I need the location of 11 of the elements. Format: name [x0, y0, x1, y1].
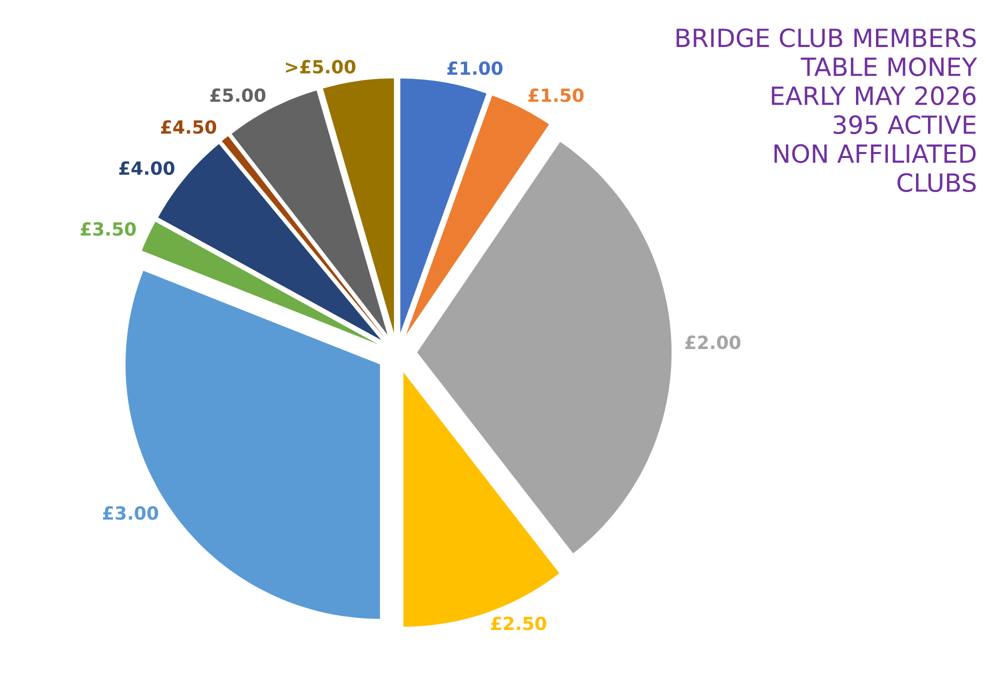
- slice-label: £5.00: [210, 88, 266, 102]
- slice-label: £1.00: [447, 61, 502, 76]
- slice-label: >£5.00: [286, 60, 356, 74]
- slice-label: £3.00: [103, 506, 158, 520]
- slice-label: £4.50: [161, 120, 216, 134]
- text: BRIDGE CLUB MEMBERS TABLE MONEY EARLY MAY 2026 395 ACTIVE NON AFFILIATED CLUBS: [676, 28, 978, 192]
- slice-label: £2.00: [685, 336, 740, 350]
- slice-label: £4.00: [119, 161, 174, 175]
- slice-label: £1.50: [528, 88, 584, 102]
- slice-label: £2.50: [491, 616, 546, 630]
- slice-label: £3.50: [80, 222, 136, 236]
